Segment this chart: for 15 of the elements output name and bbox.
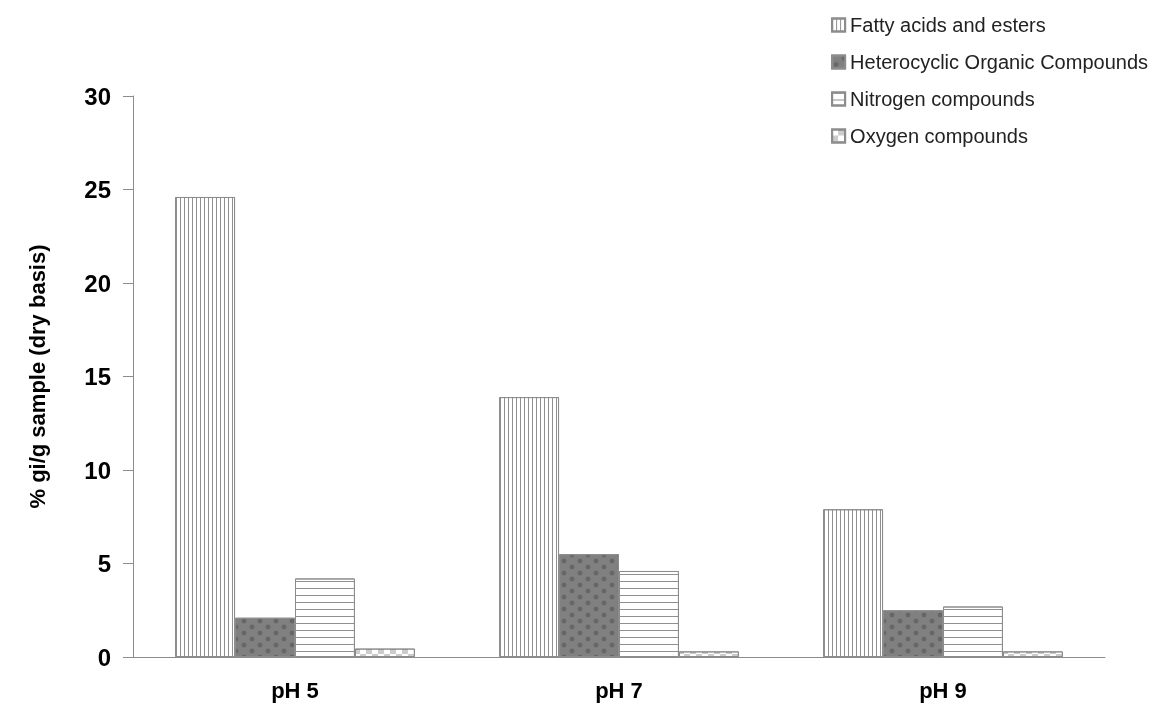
x-tick-label: pH 9 [919,677,967,703]
y-tick-label: 0 [97,643,111,671]
y-tick-label: 25 [84,176,111,203]
x-tick-label: pH 7 [595,677,643,703]
legend-label: Fatty acids and esters [850,14,1046,36]
legend-label: Heterocyclic Organic Compounds [850,51,1149,73]
legend-label: Oxygen compounds [850,125,1028,147]
y-tick-label: 15 [84,363,111,390]
y-tick-label: 10 [84,456,111,484]
legend-label: Nitrogen compounds [850,88,1035,110]
y-tick-label: 30 [84,82,111,110]
y-tick-label: 5 [97,550,111,577]
x-tick-label: pH 5 [271,677,319,703]
y-axis-title: % gi/g sample (dry basis) [24,244,50,509]
y-tick-label: 20 [84,269,111,297]
